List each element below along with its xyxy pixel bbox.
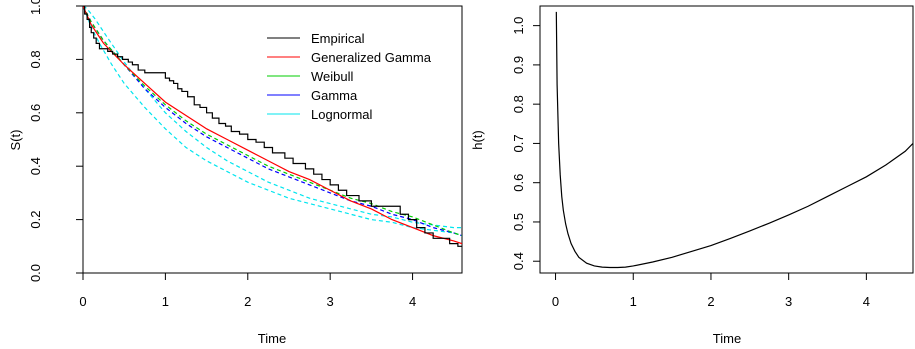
survival-y-axis-label: S(t)	[8, 130, 23, 151]
survival-plot-frame	[82, 5, 463, 274]
survival-y-tick-label: 0.2	[28, 211, 43, 229]
hazard-x-tick-label: 0	[552, 294, 559, 309]
hazard-x-tick-label: 1	[630, 294, 637, 309]
hazard-panel: 0 1 2 3 4 0.4 0.5 0.6 0.7 0.8 0.9 1.0 Time h(t)	[470, 5, 914, 346]
survival-x-tick-label: 0	[79, 294, 86, 309]
survival-y-tick-label: 0.6	[28, 104, 43, 122]
survival-x-axis-label: Time	[258, 331, 286, 346]
legend-label-generalized-gamma: Generalized Gamma	[311, 50, 432, 65]
hazard-axis-ticks: 0 1 2 3 4 0.4 0.5 0.6 0.7 0.8 0.9 1.0	[511, 17, 870, 309]
legend-label-gamma: Gamma	[311, 88, 358, 103]
hazard-line-series-0	[555, 11, 913, 269]
hazard-x-tick-label: 2	[707, 294, 714, 309]
survival-line-empirical-0	[83, 6, 462, 247]
legend-label-weibull: Weibull	[311, 69, 354, 84]
survival-y-tick-label: 0.8	[28, 50, 43, 68]
survival-line-lognormal-4	[83, 6, 462, 229]
hazard-curve	[555, 11, 913, 269]
survival-line-lognormal-5	[83, 6, 462, 237]
survival-x-tick-label: 1	[162, 294, 169, 309]
hazard-x-tick-label: 4	[863, 294, 870, 309]
hazard-y-tick-label: 0.4	[511, 252, 526, 270]
hazard-y-axis-label: h(t)	[470, 130, 485, 150]
hazard-y-tick-label: 0.8	[511, 95, 526, 113]
hazard-y-tick-label: 0.7	[511, 134, 526, 152]
survival-x-tick-label: 4	[409, 294, 416, 309]
survival-x-tick-label: 3	[327, 294, 334, 309]
survival-line-generalized-gamma-1	[83, 6, 462, 245]
legend-label-empirical: Empirical	[311, 31, 365, 46]
hazard-x-tick-label: 3	[785, 294, 792, 309]
hazard-y-tick-label: 1.0	[511, 17, 526, 35]
legend-label-lognormal: Lognormal	[311, 107, 373, 122]
hazard-y-tick-label: 0.6	[511, 174, 526, 192]
survival-curves	[83, 6, 462, 247]
legend: Empirical Generalized Gamma Weibull Gamm…	[267, 31, 432, 122]
survival-panel: 0 1 2 3 4 0.0 0.2 0.4 0.6 0.8 1.0 Time S(t) Empiri…	[8, 0, 463, 346]
survival-axis-ticks: 0 1 2 3 4 0.0 0.2 0.4 0.6 0.8 1.0	[28, 0, 416, 309]
survival-x-tick-label: 2	[244, 294, 251, 309]
hazard-plot-frame	[539, 5, 914, 274]
hazard-y-tick-label: 0.9	[511, 56, 526, 74]
hazard-x-axis-label: Time	[713, 331, 741, 346]
survival-y-tick-label: 0.4	[28, 157, 43, 175]
hazard-y-tick-label: 0.5	[511, 213, 526, 231]
survival-line-gamma-3	[83, 6, 462, 237]
survival-y-tick-label: 0.0	[28, 264, 43, 282]
survival-line-weibull-2	[83, 6, 462, 237]
survival-y-tick-label: 1.0	[28, 0, 43, 15]
